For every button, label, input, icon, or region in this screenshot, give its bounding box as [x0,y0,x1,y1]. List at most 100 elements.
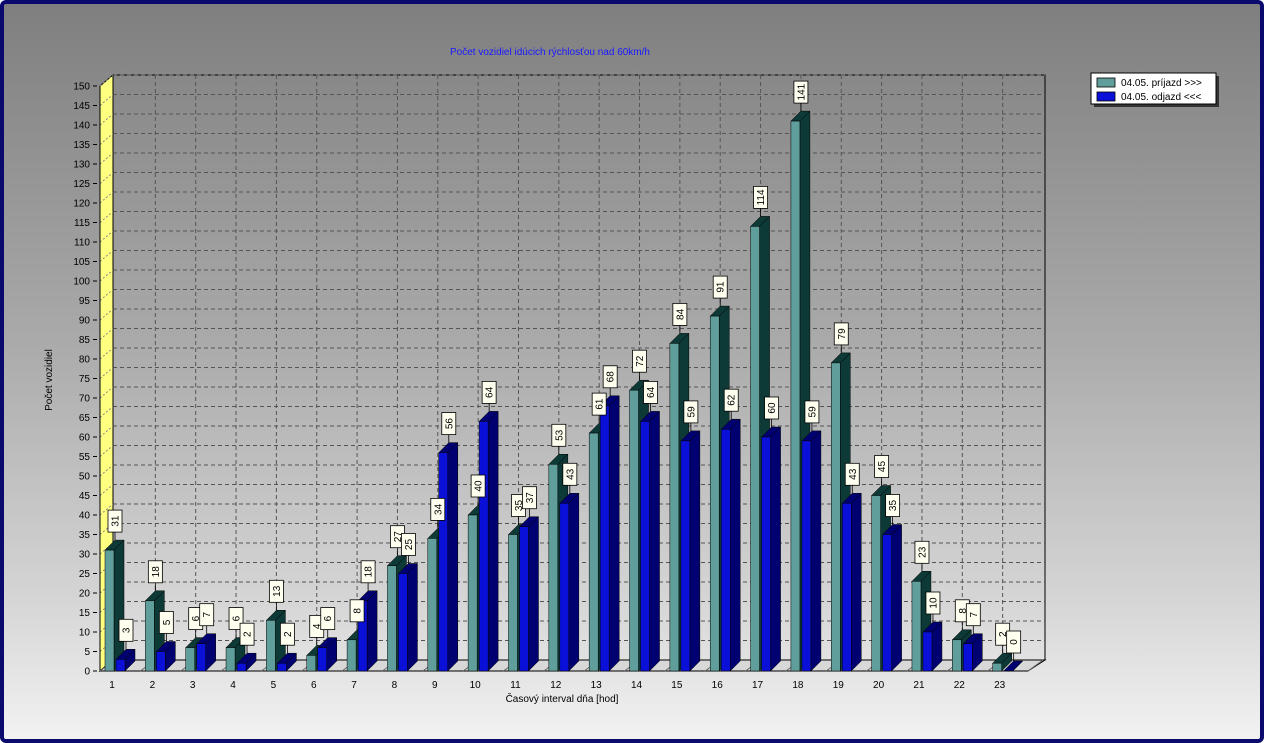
bar-front [882,534,892,672]
bar-front [478,421,489,672]
bar-front [519,526,529,672]
gridline-wall [99,191,114,204]
bar-side [649,410,660,672]
gridline-wall [99,445,114,457]
data-label-text: 37 [525,492,536,504]
data-label-text: 6 [191,615,202,621]
data-label: 59 [804,400,820,431]
data-label-text: 6 [232,615,243,621]
data-label: 60 [764,396,779,427]
data-label: 79 [833,322,849,353]
data-label-box [793,80,809,104]
data-label-box [430,497,446,521]
data-label: 5 [158,611,174,642]
legend: 04.05. príjazd >>> 04.05. odjazd <<< [1090,72,1219,107]
gridline-wall [99,425,114,438]
data-label-box [844,462,860,486]
gridline-wall [99,406,114,418]
y-tick-label: 30 [79,550,91,561]
data-label-box [1006,630,1022,654]
gridline-wall [99,133,114,145]
data-label-text: 59 [807,406,818,418]
data-label-box [723,388,739,412]
x-tick-label: 21 [913,680,925,691]
bar-front [709,315,720,672]
bar-front [963,643,973,672]
data-label: 25 [401,533,416,564]
data-label: 18 [360,560,376,591]
x-tick-label: 1 [109,680,115,691]
data-label-text: 18 [151,566,162,578]
bar-front [548,464,559,672]
bar-departure [438,441,459,672]
data-label: 91 [712,275,728,307]
data-label-box [632,349,647,373]
bar-side [810,430,822,672]
data-label: 0 [1006,630,1022,661]
x-tick-label: 17 [752,680,764,691]
data-label-box [199,603,215,627]
data-label: 40 [470,474,486,505]
data-label: 62 [723,388,739,420]
data-label: 6 [320,607,336,638]
bar-front [750,226,760,672]
bar-departure [801,430,822,672]
bar-front [669,343,680,672]
data-label-text: 7 [969,611,980,617]
data-label-box [874,455,890,478]
gridline-wall [99,367,114,379]
y-tick-label: 80 [79,355,91,366]
data-label-text: 34 [433,503,444,515]
data-label-text: 25 [404,539,415,551]
x-tick-label: 23 [994,680,1006,691]
gridline-wall [99,308,114,321]
bar-front [922,631,933,672]
gridline-wall [99,347,114,360]
data-label-box [279,622,295,646]
data-label-box [107,509,123,533]
bar-side [113,539,125,672]
legend-swatch [1096,91,1116,102]
data-label: 31 [107,509,123,541]
bar-side [447,441,459,672]
data-label: 37 [522,486,537,517]
bar-departure [357,590,378,672]
bar-front [236,662,247,672]
bar-side [851,492,862,672]
data-label-text: 31 [111,515,122,527]
data-label-text: 6 [323,615,334,621]
bar-departure [196,633,217,672]
bar-front [156,651,166,672]
data-label-text: 35 [888,500,899,512]
data-label-box [158,611,174,634]
bar-side [568,492,580,672]
y-tick-label: 5 [84,647,90,658]
bar-departure [115,648,136,672]
x-tick-label: 10 [470,680,482,691]
x-tick-label: 6 [311,680,317,691]
plot-area: 0510152025303540455055606570758085909510… [73,73,1047,691]
data-label-text: 4 [312,623,323,629]
y-tick-label: 135 [73,140,90,151]
data-label-box [925,591,941,615]
data-label-text: 10 [928,597,939,609]
data-label: 3 [118,618,134,650]
gridline-wall [99,250,114,262]
bar-front [588,432,599,672]
data-label-box [401,533,416,556]
gridline-wall [99,211,114,223]
data-label: 72 [632,349,647,381]
gridline-wall [99,230,114,243]
data-label-text: 18 [364,566,375,578]
data-label-box [228,607,244,630]
x-tick-label: 2 [150,680,156,691]
bar-departure [639,410,661,672]
y-tick-label: 15 [79,608,91,619]
gridline-wall [99,74,114,87]
data-label-text: 72 [635,355,646,367]
data-label-text: 64 [485,386,496,398]
data-label-text: 43 [565,468,576,480]
data-label-box [562,462,578,486]
data-label: 27 [390,525,405,556]
